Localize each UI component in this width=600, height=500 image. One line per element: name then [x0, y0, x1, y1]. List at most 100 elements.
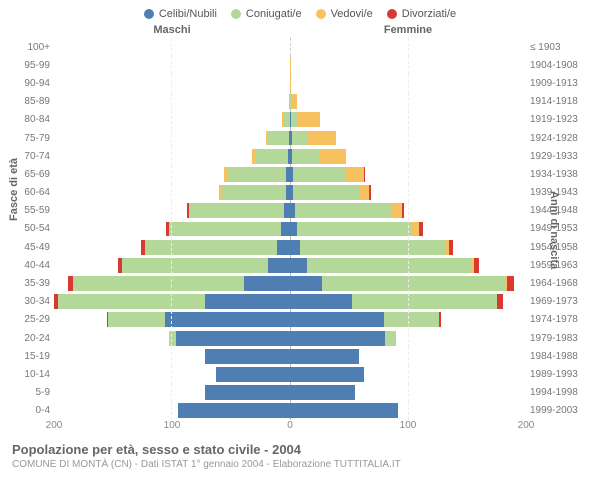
grid-line — [408, 365, 409, 383]
female-stack — [290, 203, 454, 218]
segment-widowed — [297, 112, 320, 127]
female-stack — [290, 258, 501, 273]
male-half — [54, 93, 290, 111]
bar-area — [54, 56, 526, 74]
female-stack — [290, 276, 520, 291]
legend-label: Coniugati/e — [246, 8, 302, 20]
grid-line — [171, 347, 172, 365]
x-tick: 100 — [400, 420, 417, 431]
female-half — [290, 220, 526, 238]
segment-single — [290, 349, 359, 364]
male-stack — [275, 94, 290, 109]
female-half — [290, 165, 526, 183]
male-half — [54, 111, 290, 129]
female-half — [290, 38, 526, 56]
segment-single — [176, 331, 290, 346]
male-half — [54, 184, 290, 202]
male-half — [54, 147, 290, 165]
grid-line — [408, 293, 409, 311]
male-stack — [160, 185, 290, 200]
grid-line — [171, 184, 172, 202]
pyramid-row: 40-441959-1963 — [10, 256, 590, 274]
bar-area — [54, 238, 526, 256]
female-half — [290, 147, 526, 165]
left-axis-title: Fasce di età — [8, 158, 20, 221]
segment-single — [290, 331, 385, 346]
female-stack — [290, 40, 291, 55]
pyramid-row: 55-591944-1948 — [10, 202, 590, 220]
female-half — [290, 93, 526, 111]
female-half — [290, 238, 526, 256]
bar-area — [54, 38, 526, 56]
age-label: 50-54 — [10, 223, 54, 234]
birth-year-label: 1999-2003 — [526, 405, 590, 416]
segment-married — [190, 203, 283, 218]
bar-area — [54, 220, 526, 238]
segment-single — [165, 312, 290, 327]
segment-widowed — [345, 167, 364, 182]
bar-area — [54, 184, 526, 202]
male-half — [54, 129, 290, 147]
x-tick: 100 — [164, 420, 181, 431]
grid-line — [171, 56, 172, 74]
female-stack — [290, 385, 414, 400]
segment-married — [292, 131, 308, 146]
grid-line — [408, 274, 409, 292]
female-half — [290, 256, 526, 274]
segment-single — [205, 349, 290, 364]
legend-swatch — [316, 9, 326, 19]
birth-year-label: 1969-1973 — [526, 296, 590, 307]
age-label: 80-84 — [10, 114, 54, 125]
grid-line — [171, 256, 172, 274]
segment-divorced — [369, 185, 370, 200]
male-half — [54, 274, 290, 292]
segment-divorced — [402, 203, 404, 218]
pyramid-rows: Fasce di età Anni di nascita 100+≤ 19039… — [10, 38, 590, 420]
male-stack — [61, 276, 290, 291]
pyramid-row: 95-991904-1908 — [10, 56, 590, 74]
segment-married — [146, 240, 277, 255]
x-tick: 0 — [287, 420, 293, 431]
grid-line — [408, 111, 409, 129]
grid-line — [171, 38, 172, 56]
age-label: 5-9 — [10, 387, 54, 398]
segment-married — [122, 258, 268, 273]
segment-widowed — [307, 131, 336, 146]
segment-widowed — [291, 94, 297, 109]
grid-line — [171, 311, 172, 329]
segment-married — [268, 131, 289, 146]
male-stack — [165, 167, 290, 182]
segment-single — [281, 222, 290, 237]
grid-line — [408, 38, 409, 56]
bar-area — [54, 365, 526, 383]
grid-line — [408, 329, 409, 347]
segment-married — [322, 276, 506, 291]
male-stack — [158, 367, 290, 382]
male-half — [54, 220, 290, 238]
grid-line — [171, 147, 172, 165]
male-half — [54, 311, 290, 329]
pyramid-row: 5-91994-1998 — [10, 384, 590, 402]
grid-line — [171, 93, 172, 111]
bar-area — [54, 274, 526, 292]
legend: Celibi/NubiliConiugati/eVedovi/eDivorzia… — [10, 8, 590, 20]
bar-area — [54, 93, 526, 111]
male-stack — [54, 294, 290, 309]
segment-single — [290, 367, 364, 382]
grid-line — [408, 220, 409, 238]
legend-item: Coniugati/e — [231, 8, 302, 20]
segment-single — [290, 403, 398, 418]
birth-year-label: 1964-1968 — [526, 278, 590, 289]
female-stack — [290, 240, 486, 255]
chart-subtitle: COMUNE DI MONTÀ (CN) - Dati ISTAT 1° gen… — [12, 459, 590, 470]
pyramid-row: 0-41999-2003 — [10, 402, 590, 420]
population-pyramid-chart: Celibi/NubiliConiugati/eVedovi/eDivorzia… — [0, 0, 600, 500]
male-stack — [134, 203, 290, 218]
female-stack — [290, 222, 467, 237]
segment-widowed — [320, 149, 346, 164]
segment-widowed — [359, 185, 369, 200]
grid-line — [408, 184, 409, 202]
segment-married — [170, 222, 281, 237]
segment-married — [352, 294, 498, 309]
segment-divorced — [449, 240, 453, 255]
